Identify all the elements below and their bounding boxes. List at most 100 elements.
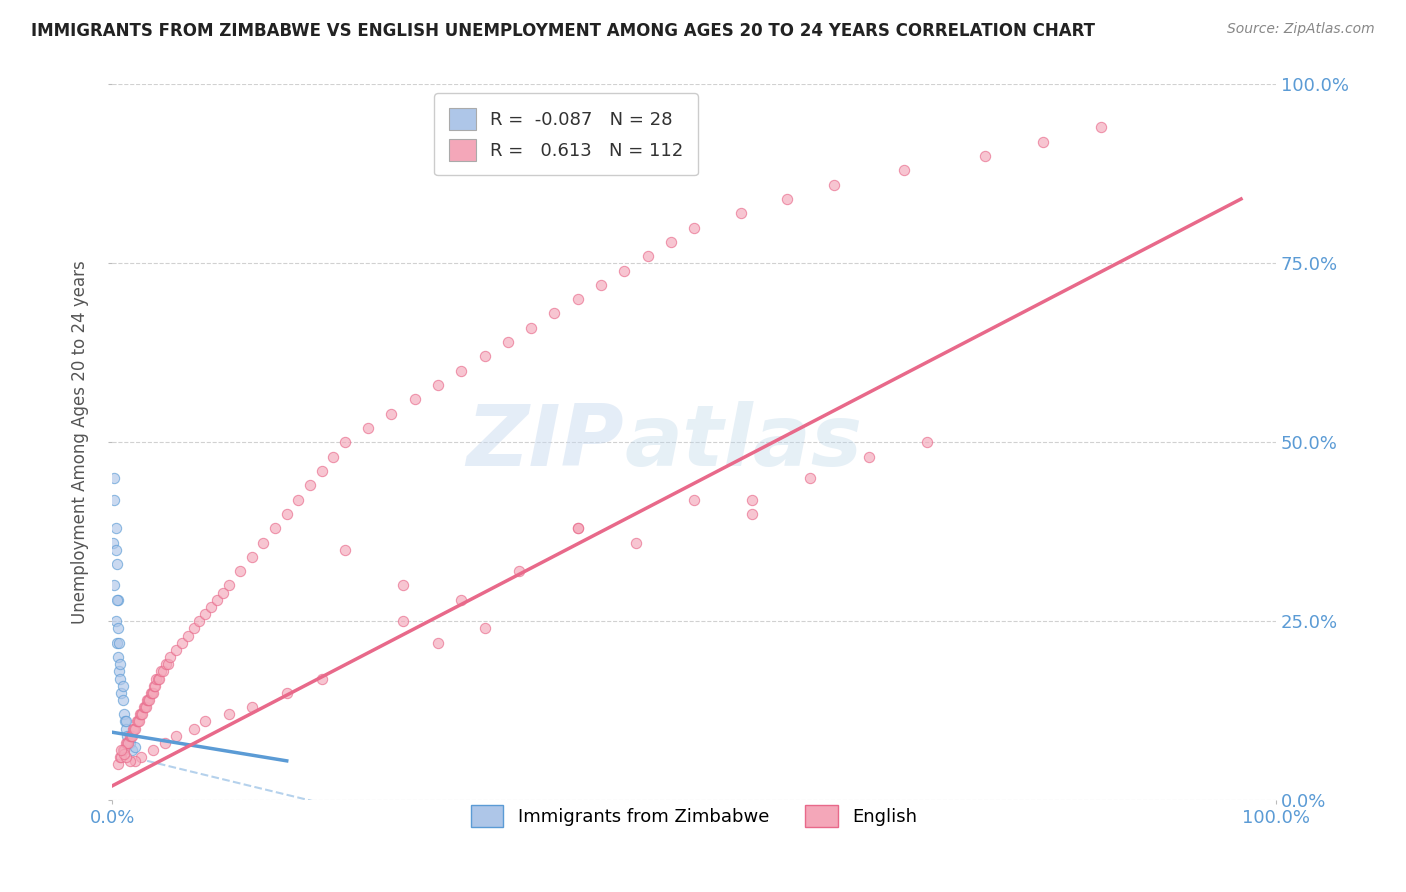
Point [157, 657, 180, 672]
Point [132, 700, 155, 714]
Point [111, 693, 134, 707]
Point [136, 693, 159, 707]
Point [131, 707, 153, 722]
Point [1032, 135, 1054, 149]
Point [118, 736, 141, 750]
Point [115, 750, 138, 764]
Point [823, 178, 845, 192]
Point [200, 599, 222, 614]
Point [211, 585, 233, 599]
Point [543, 306, 565, 320]
Point [287, 492, 309, 507]
Point [322, 450, 344, 464]
Point [148, 672, 170, 686]
Point [107, 757, 129, 772]
Point [188, 614, 211, 628]
Point [103, 471, 125, 485]
Point [107, 622, 129, 636]
Point [276, 686, 298, 700]
Point [153, 736, 176, 750]
Point [108, 665, 131, 679]
Point [450, 364, 472, 378]
Point [474, 622, 496, 636]
Point [276, 507, 298, 521]
Text: atlas: atlas [624, 401, 862, 483]
Point [205, 592, 228, 607]
Text: IMMIGRANTS FROM ZIMBABWE VS ENGLISH UNEMPLOYMENT AMONG AGES 20 TO 24 YEARS CORRE: IMMIGRANTS FROM ZIMBABWE VS ENGLISH UNEM… [31, 22, 1095, 40]
Point [117, 736, 139, 750]
Point [103, 492, 125, 507]
Point [128, 714, 150, 729]
Point [183, 622, 205, 636]
Point [683, 492, 706, 507]
Point [105, 592, 128, 607]
Point [107, 650, 129, 665]
Point [129, 750, 152, 764]
Point [117, 729, 139, 743]
Point [380, 407, 402, 421]
Point [155, 657, 177, 672]
Point [135, 700, 157, 714]
Point [143, 679, 166, 693]
Point [311, 672, 333, 686]
Point [114, 714, 136, 729]
Point [520, 320, 543, 334]
Point [110, 672, 132, 686]
Point [659, 235, 682, 249]
Point [121, 729, 143, 743]
Point [110, 657, 132, 672]
Point [111, 679, 134, 693]
Point [229, 564, 252, 578]
Point [264, 521, 287, 535]
Point [194, 714, 217, 729]
Point [121, 743, 143, 757]
Point [129, 707, 152, 722]
Point [118, 729, 141, 743]
Point [165, 643, 187, 657]
Point [129, 707, 152, 722]
Point [108, 636, 131, 650]
Point [107, 592, 129, 607]
Point [427, 636, 450, 650]
Point [311, 464, 333, 478]
Point [122, 722, 145, 736]
Point [115, 736, 138, 750]
Point [392, 578, 415, 592]
Point [122, 722, 145, 736]
Point [177, 629, 200, 643]
Legend: Immigrants from Zimbabwe, English: Immigrants from Zimbabwe, English [464, 797, 925, 834]
Point [474, 350, 496, 364]
Point [450, 592, 472, 607]
Point [624, 535, 647, 549]
Point [152, 665, 174, 679]
Point [110, 750, 132, 764]
Point [567, 292, 589, 306]
Point [508, 564, 530, 578]
Point [240, 549, 263, 564]
Point [730, 206, 752, 220]
Point [112, 707, 135, 722]
Text: ZIP: ZIP [467, 401, 624, 483]
Point [145, 672, 167, 686]
Point [183, 722, 205, 736]
Point [104, 614, 127, 628]
Point [124, 739, 146, 754]
Point [218, 578, 240, 592]
Point [141, 686, 163, 700]
Point [134, 700, 156, 714]
Point [194, 607, 217, 621]
Point [146, 672, 169, 686]
Point [110, 750, 132, 764]
Point [799, 471, 821, 485]
Point [893, 163, 915, 178]
Point [117, 736, 139, 750]
Point [240, 700, 263, 714]
Point [124, 754, 146, 768]
Point [496, 335, 519, 350]
Point [1090, 120, 1112, 135]
Point [111, 743, 134, 757]
Point [858, 450, 880, 464]
Y-axis label: Unemployment Among Ages 20 to 24 years: Unemployment Among Ages 20 to 24 years [72, 260, 89, 624]
Point [567, 521, 589, 535]
Point [143, 679, 166, 693]
